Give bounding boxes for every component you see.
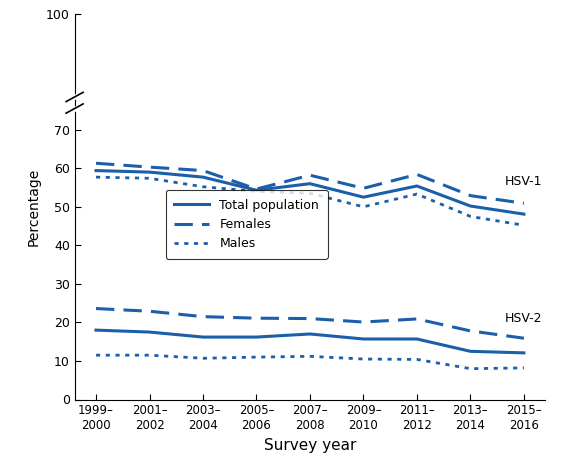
Legend: Total population, Females, Males: Total population, Females, Males [165,190,328,259]
Y-axis label: Percentage: Percentage [26,168,40,246]
Text: HSV-1: HSV-1 [505,175,542,188]
X-axis label: Survey year: Survey year [264,438,356,453]
Text: HSV-2: HSV-2 [505,312,542,325]
